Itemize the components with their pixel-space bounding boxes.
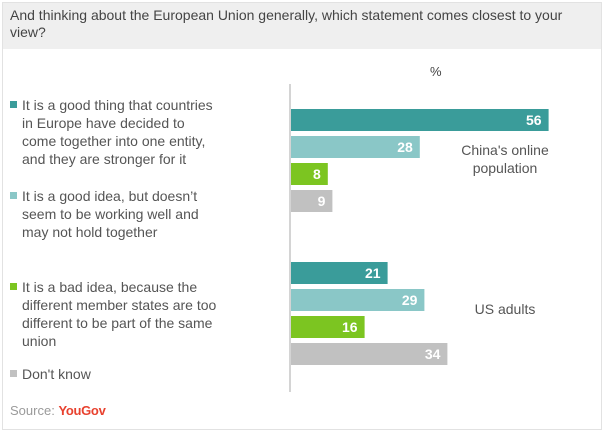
data-label-china-dont-know: 9 — [318, 193, 326, 209]
data-label-china-good-stronger: 56 — [526, 112, 542, 128]
bar-china-dont-know — [291, 190, 333, 212]
legend-item-dont-know: Don't know — [10, 365, 280, 383]
data-label-china-bad-idea: 8 — [313, 166, 321, 182]
data-label-china-good-idea-not-working: 28 — [397, 139, 413, 155]
data-label-us-good-idea-not-working: 29 — [402, 292, 418, 308]
source-line: Source: YouGov — [10, 403, 106, 418]
legend-label-good-idea-not-working: It is a good idea, but doesn’t seem to be… — [22, 188, 199, 240]
legend-item-good-idea-not-working: It is a good idea, but doesn’t seem to be… — [10, 187, 280, 241]
legend-swatch-good-idea-not-working — [10, 192, 17, 199]
title-bar — [3, 3, 601, 49]
bar-us-dont-know — [291, 343, 448, 365]
legend-label-dont-know: Don't know — [22, 366, 91, 382]
chart-title: And thinking about the European Union ge… — [10, 7, 563, 40]
data-label-us-good-stronger: 21 — [365, 265, 381, 281]
legend-item-good-stronger: It is a good thing that countries in Euro… — [10, 96, 280, 168]
bar-china-good-stronger — [291, 109, 549, 131]
group-label-china: China's online population — [461, 142, 549, 176]
source-label: Source: — [10, 403, 55, 418]
legend-swatch-good-stronger — [10, 101, 17, 108]
legend-swatch-bad-idea — [10, 283, 17, 290]
yougov-logo: YouGov — [58, 403, 106, 418]
group-label-us: US adults — [474, 301, 536, 317]
legend-swatch-dont-know — [10, 370, 17, 377]
bar-china-good-idea-not-working — [291, 136, 420, 158]
bar-us-good-idea-not-working — [291, 289, 425, 311]
bar-us-bad-idea — [291, 316, 365, 338]
legend-label-good-stronger: It is a good thing that countries in Euro… — [22, 97, 213, 167]
bar-china-bad-idea — [291, 163, 328, 185]
bar-us-good-stronger — [291, 262, 388, 284]
data-label-us-bad-idea: 16 — [342, 319, 358, 335]
unit-label: % — [430, 64, 442, 79]
legend-label-bad-idea: It is a bad idea, because the different m… — [22, 279, 217, 349]
data-label-us-dont-know: 34 — [425, 346, 441, 362]
legend-item-bad-idea: It is a bad idea, because the different m… — [10, 278, 280, 350]
